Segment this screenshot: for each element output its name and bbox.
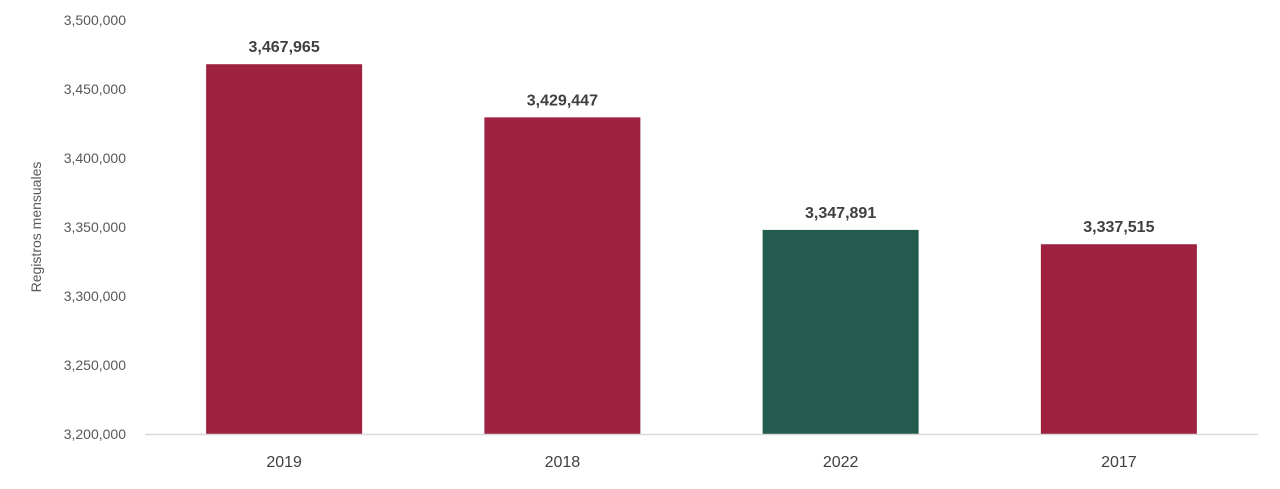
y-tick-label: 3,400,000 <box>64 150 126 166</box>
bar-2018 <box>484 117 641 435</box>
y-axis-ticks: 3,200,000 3,250,000 3,300,000 3,350,000 3,40… <box>64 12 126 442</box>
y-tick-label: 3,300,000 <box>64 288 126 304</box>
data-label: 3,337,515 <box>1083 219 1154 236</box>
y-tick-label: 3,200,000 <box>64 426 126 442</box>
x-axis-ticks: 2019 2018 2022 2017 <box>266 454 1136 471</box>
x-tick-label: 2022 <box>823 454 859 471</box>
data-label: 3,467,965 <box>249 39 320 56</box>
y-axis-title: Registros mensuales <box>28 162 44 293</box>
x-tick-label: 2019 <box>266 454 302 471</box>
data-labels: 3,467,965 3,429,447 3,347,891 3,337,515 <box>249 39 1155 236</box>
x-tick-label: 2018 <box>545 454 581 471</box>
bars <box>206 64 1197 435</box>
bar-2022 <box>762 229 919 434</box>
bar-2019 <box>206 64 363 434</box>
y-tick-label: 3,450,000 <box>64 81 126 97</box>
data-label: 3,347,891 <box>805 205 876 222</box>
y-tick-label: 3,250,000 <box>64 357 126 373</box>
x-tick-label: 2017 <box>1101 454 1137 471</box>
bar-2017 <box>1040 244 1197 434</box>
y-tick-label: 3,500,000 <box>64 12 126 28</box>
data-label: 3,429,447 <box>527 92 598 109</box>
y-tick-label: 3,350,000 <box>64 219 126 235</box>
